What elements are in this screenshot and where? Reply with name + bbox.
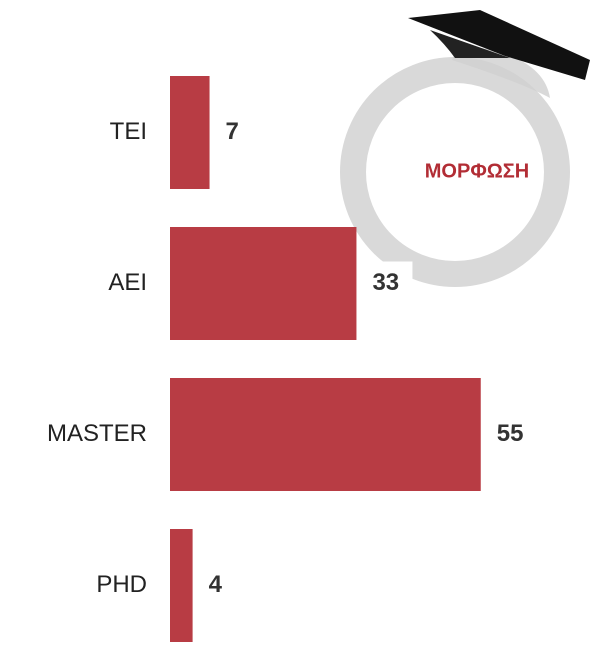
category-label: AEI xyxy=(108,269,147,296)
value-label: 4 xyxy=(209,571,223,598)
bar xyxy=(170,227,357,340)
category-label: MASTER xyxy=(47,420,147,447)
decoration xyxy=(340,10,590,287)
value-label: 7 xyxy=(226,118,239,145)
value-label: 33 xyxy=(372,269,399,296)
cap-board xyxy=(408,10,590,80)
bar xyxy=(170,378,481,491)
chart-title: ΜΟΡΦΩΣΗ xyxy=(425,160,529,182)
bar xyxy=(170,76,210,189)
value-label: 55 xyxy=(497,420,524,447)
value-label-bg xyxy=(368,261,413,306)
category-label: PHD xyxy=(96,571,147,598)
value-label-bg xyxy=(221,110,266,155)
value-label-bg xyxy=(204,563,249,608)
value-label-bg xyxy=(492,412,537,457)
ring xyxy=(340,57,570,287)
category-label: TEI xyxy=(110,118,147,145)
cap-band xyxy=(430,30,510,58)
bar xyxy=(170,529,193,642)
cap-bowl xyxy=(452,47,550,98)
